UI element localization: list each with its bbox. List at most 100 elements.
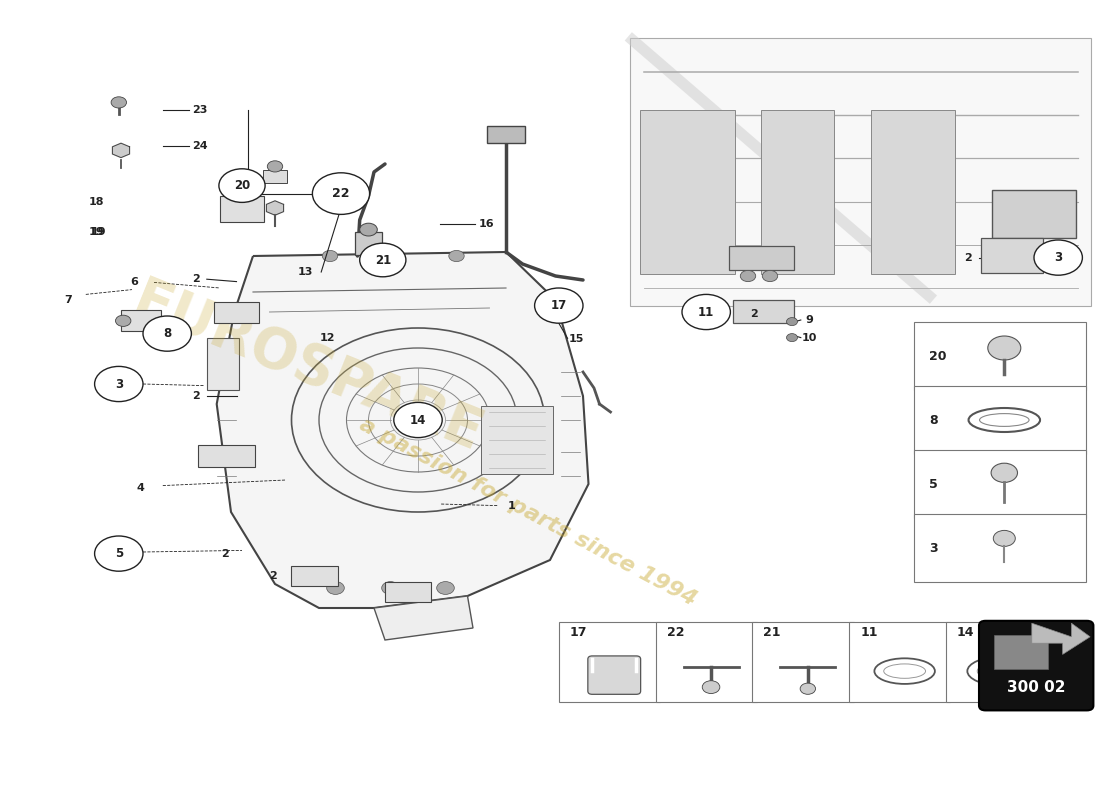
Text: 4: 4	[136, 483, 145, 493]
Circle shape	[786, 334, 798, 342]
Text: 17: 17	[570, 626, 587, 638]
FancyBboxPatch shape	[914, 386, 1086, 454]
Circle shape	[991, 463, 1018, 482]
Circle shape	[762, 270, 778, 282]
Text: 8: 8	[163, 327, 172, 340]
FancyBboxPatch shape	[994, 635, 1048, 669]
Text: 16: 16	[478, 219, 494, 229]
Polygon shape	[266, 201, 284, 215]
FancyBboxPatch shape	[914, 322, 1086, 390]
Text: 6: 6	[130, 278, 139, 287]
Circle shape	[437, 582, 454, 594]
Circle shape	[394, 402, 442, 438]
FancyBboxPatch shape	[992, 190, 1076, 238]
Circle shape	[786, 318, 798, 326]
FancyBboxPatch shape	[220, 196, 264, 222]
FancyBboxPatch shape	[292, 566, 338, 586]
FancyBboxPatch shape	[871, 110, 955, 274]
Text: 14: 14	[957, 626, 975, 638]
FancyBboxPatch shape	[121, 310, 161, 331]
Text: EUROSPARE: EUROSPARE	[125, 274, 491, 462]
Text: 11: 11	[698, 306, 714, 318]
Ellipse shape	[979, 414, 1030, 426]
FancyBboxPatch shape	[385, 582, 431, 602]
Circle shape	[143, 316, 191, 351]
FancyBboxPatch shape	[587, 656, 640, 694]
FancyBboxPatch shape	[729, 246, 794, 270]
Circle shape	[702, 681, 719, 694]
Circle shape	[388, 250, 404, 262]
Circle shape	[116, 315, 131, 326]
Circle shape	[682, 294, 730, 330]
FancyBboxPatch shape	[481, 406, 553, 474]
PathPatch shape	[217, 252, 588, 608]
Circle shape	[95, 366, 143, 402]
Text: 10: 10	[802, 333, 817, 342]
Circle shape	[360, 243, 406, 277]
FancyBboxPatch shape	[630, 38, 1091, 306]
Text: 19: 19	[89, 227, 104, 237]
Text: 21: 21	[375, 254, 390, 266]
Text: 2: 2	[749, 310, 758, 319]
Circle shape	[800, 683, 815, 694]
FancyBboxPatch shape	[981, 238, 1043, 273]
FancyBboxPatch shape	[656, 622, 757, 702]
FancyBboxPatch shape	[559, 622, 660, 702]
FancyBboxPatch shape	[849, 622, 950, 702]
FancyBboxPatch shape	[198, 445, 255, 467]
Ellipse shape	[967, 657, 1035, 686]
FancyBboxPatch shape	[914, 514, 1086, 582]
Text: 15: 15	[569, 334, 584, 344]
Text: 21: 21	[763, 626, 781, 638]
FancyBboxPatch shape	[761, 110, 834, 274]
Text: 11: 11	[860, 626, 878, 638]
Polygon shape	[1032, 623, 1090, 654]
Ellipse shape	[883, 664, 925, 678]
Text: 20: 20	[234, 179, 250, 192]
FancyBboxPatch shape	[752, 622, 854, 702]
Text: 2: 2	[191, 274, 200, 284]
Text: 14: 14	[410, 414, 426, 426]
Text: 23: 23	[192, 106, 208, 115]
Circle shape	[322, 250, 338, 262]
Text: 3: 3	[930, 542, 938, 554]
Text: 12: 12	[320, 333, 336, 342]
Text: 24: 24	[192, 141, 208, 150]
Text: 2: 2	[268, 571, 277, 581]
Circle shape	[988, 336, 1021, 360]
Text: a passion for parts since 1994: a passion for parts since 1994	[356, 414, 700, 610]
Circle shape	[111, 97, 126, 108]
Circle shape	[312, 173, 370, 214]
FancyBboxPatch shape	[355, 232, 382, 255]
Circle shape	[535, 288, 583, 323]
Text: 22: 22	[667, 626, 684, 638]
Text: 19: 19	[91, 227, 107, 237]
Text: 18: 18	[89, 197, 104, 206]
Text: 3: 3	[1054, 251, 1063, 264]
Circle shape	[267, 161, 283, 172]
Text: 9: 9	[805, 315, 814, 325]
Text: 2: 2	[221, 549, 230, 558]
Polygon shape	[112, 143, 130, 158]
Circle shape	[993, 530, 1015, 546]
Text: 22: 22	[332, 187, 350, 200]
Circle shape	[449, 250, 464, 262]
Text: 17: 17	[551, 299, 566, 312]
FancyBboxPatch shape	[640, 110, 735, 274]
Text: 7: 7	[64, 295, 73, 305]
FancyBboxPatch shape	[487, 126, 525, 143]
Circle shape	[382, 582, 399, 594]
Text: 5: 5	[114, 547, 123, 560]
Circle shape	[360, 223, 377, 236]
Ellipse shape	[874, 658, 935, 684]
Text: 13: 13	[298, 267, 314, 277]
Text: 1: 1	[507, 501, 516, 510]
Text: 300 02: 300 02	[1006, 681, 1066, 695]
Circle shape	[327, 582, 344, 594]
FancyBboxPatch shape	[733, 300, 794, 323]
Circle shape	[1034, 240, 1082, 275]
Polygon shape	[374, 596, 473, 640]
Circle shape	[95, 536, 143, 571]
Text: 3: 3	[114, 378, 123, 390]
Text: 8: 8	[930, 414, 938, 426]
